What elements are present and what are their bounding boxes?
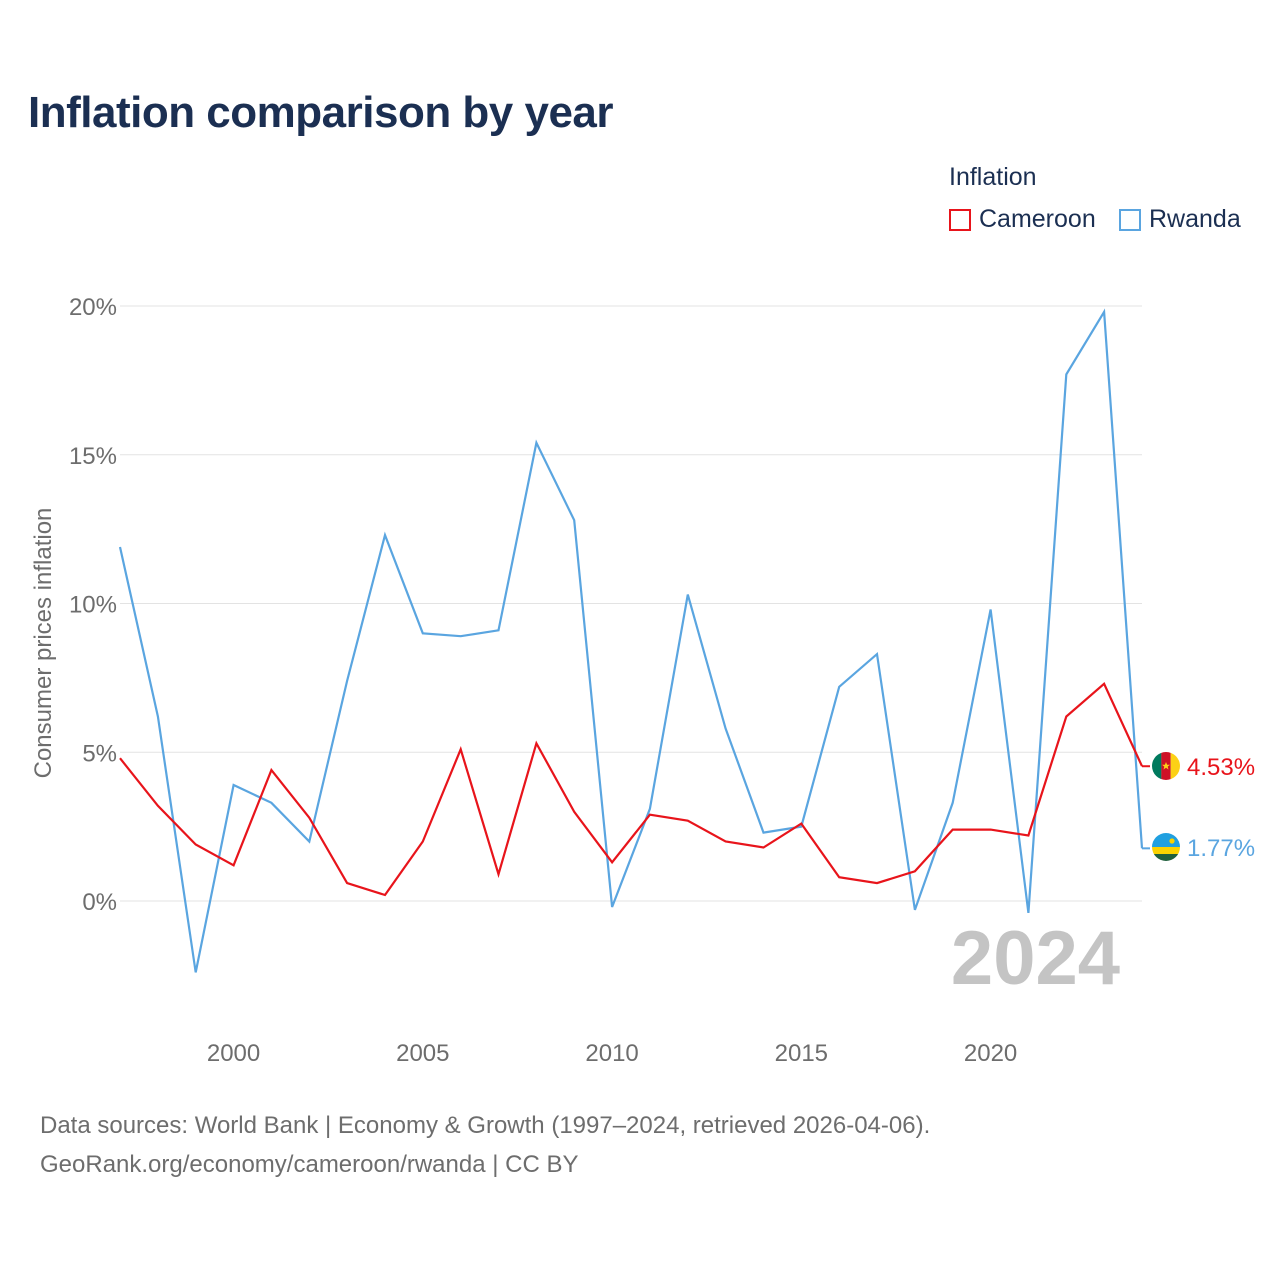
legend-item-rwanda[interactable]: Rwanda bbox=[1119, 205, 1241, 234]
legend-label-cameroon: Cameroon bbox=[979, 205, 1096, 233]
source-line-1: Data sources: World Bank | Economy & Gro… bbox=[40, 1112, 931, 1139]
series-line-cameroon bbox=[119, 682, 1143, 897]
x-tick-label: 2005 bbox=[396, 1040, 449, 1067]
y-tick-label: 20% bbox=[69, 294, 117, 321]
x-tick-label: 2015 bbox=[775, 1040, 828, 1067]
x-tick-label: 2010 bbox=[585, 1040, 638, 1067]
legend-item-cameroon[interactable]: Cameroon bbox=[949, 205, 1096, 234]
y-axis-ticks: 0% 5% 10% 15% 20% bbox=[69, 294, 117, 916]
source-line-2[interactable]: GeoRank.org/economy/cameroon/rwanda | CC… bbox=[40, 1151, 579, 1178]
legend-label-rwanda: Rwanda bbox=[1149, 205, 1241, 233]
end-label-rwanda: 1.77% bbox=[1187, 835, 1255, 862]
legend-title: Inflation bbox=[949, 163, 1037, 191]
y-axis-label: Consumer prices inflation bbox=[30, 508, 57, 779]
cameroon-flag-icon bbox=[1152, 752, 1180, 780]
legend-swatch-cameroon bbox=[949, 208, 971, 231]
line-chart: 0% 5% 10% 15% 20% 2000 2005 2010 2015 2020 Consu… bbox=[30, 294, 1255, 1067]
y-tick-label: 5% bbox=[82, 740, 117, 767]
x-tick-label: 2020 bbox=[964, 1040, 1017, 1067]
y-tick-label: 0% bbox=[82, 889, 117, 916]
year-watermark: 2024 bbox=[951, 916, 1120, 1001]
source-note: Data sources: World Bank | Economy & Gro… bbox=[40, 1106, 930, 1184]
end-label-cameroon: 4.53% bbox=[1187, 754, 1255, 781]
x-tick-label: 2000 bbox=[207, 1040, 260, 1067]
grid-lines bbox=[120, 305, 1142, 902]
y-tick-label: 15% bbox=[69, 443, 117, 470]
legend-swatch-rwanda bbox=[1119, 208, 1141, 231]
end-markers: 4.53% 1.77% bbox=[1142, 752, 1255, 862]
series-lines bbox=[118, 308, 1144, 973]
y-tick-label: 10% bbox=[69, 592, 117, 619]
series-line-rwanda bbox=[118, 308, 1144, 973]
rwanda-flag-icon bbox=[1152, 833, 1180, 861]
chart-title: Inflation comparison by year bbox=[28, 88, 614, 137]
x-axis-ticks: 2000 2005 2010 2015 2020 bbox=[207, 1040, 1017, 1067]
